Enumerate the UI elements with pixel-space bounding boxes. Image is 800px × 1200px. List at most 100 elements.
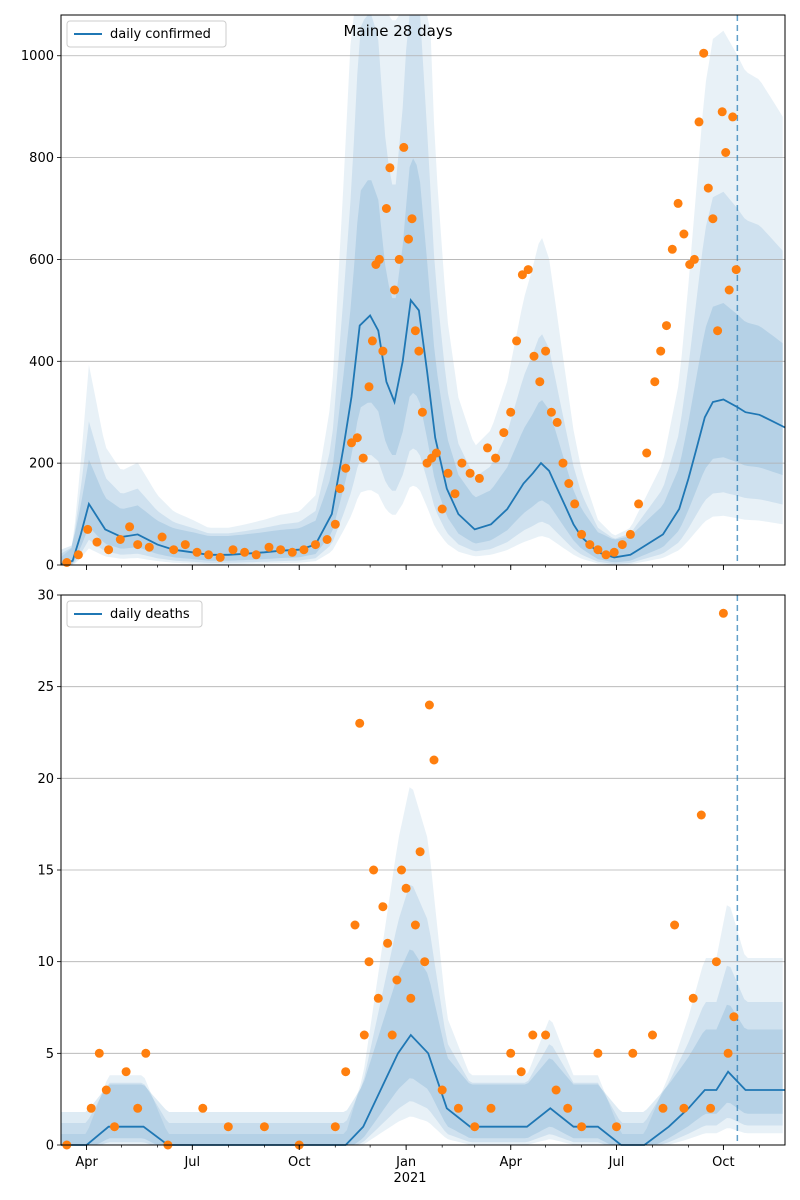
data-point <box>381 204 391 213</box>
y-tick-label: 800 <box>29 151 54 166</box>
data-point <box>506 407 516 417</box>
data-point <box>359 1030 369 1040</box>
data-point <box>474 473 484 483</box>
data-point <box>417 407 427 417</box>
confirmed-cases-chart: 0 200 400 600 800 1000 daily confirmed Maine … <box>21 14 786 574</box>
y-tick-label: 0 <box>46 1139 54 1154</box>
data-point <box>551 1085 561 1095</box>
data-point <box>708 214 718 224</box>
data-point <box>713 326 723 336</box>
data-point <box>723 1048 733 1058</box>
data-point <box>83 524 93 534</box>
data-point <box>104 545 114 555</box>
axes-frame <box>60 14 786 566</box>
data-point <box>724 285 734 295</box>
data-point <box>228 545 238 555</box>
data-point <box>570 499 580 509</box>
uncertainty-band-2 <box>61 884 783 1145</box>
data-point <box>364 957 374 967</box>
data-point <box>215 552 225 562</box>
confirmed-x-ticks <box>86 565 760 570</box>
data-point <box>679 1103 689 1113</box>
data-point <box>101 1085 111 1095</box>
data-point <box>457 458 467 468</box>
data-point <box>558 458 568 468</box>
data-point <box>593 1048 603 1058</box>
data-point <box>577 529 587 539</box>
y-tick-label: 5 <box>46 1047 54 1062</box>
data-point <box>397 865 406 875</box>
data-point <box>169 545 179 555</box>
data-point <box>399 142 409 152</box>
deaths-x-ticks: Apr Jul Oct Jan Apr Jul Oct <box>75 1145 760 1170</box>
confirmed-line-series <box>60 297 786 565</box>
data-point <box>486 1103 496 1113</box>
data-point <box>404 234 413 244</box>
data-point <box>650 377 660 387</box>
data-point <box>552 417 562 427</box>
data-point <box>648 1030 657 1040</box>
data-point <box>717 107 727 117</box>
data-point <box>634 499 644 509</box>
data-point <box>670 920 680 930</box>
data-point <box>625 529 635 539</box>
data-point <box>133 1103 143 1113</box>
deaths-uncertainty-bands <box>61 787 783 1145</box>
confirmed-axes-frame <box>60 14 786 566</box>
data-point <box>410 326 420 336</box>
data-point <box>287 547 297 557</box>
x-tick-label: Apr <box>75 1155 98 1170</box>
y-tick-label: 10 <box>37 955 54 970</box>
series-line <box>60 297 786 565</box>
data-point <box>529 351 539 361</box>
chart-title: Maine 28 days <box>343 22 452 40</box>
data-point <box>706 1103 716 1113</box>
data-point <box>656 346 666 356</box>
data-point <box>364 382 374 392</box>
data-point <box>330 519 340 529</box>
data-point <box>679 229 689 239</box>
x-tick-label: Oct <box>712 1155 734 1170</box>
data-point <box>628 1048 638 1058</box>
confirmed-y-ticks: 0 200 400 600 800 1000 <box>21 49 61 574</box>
y-tick-label: 25 <box>37 680 54 695</box>
data-point <box>86 1103 96 1113</box>
legend-label-daily-confirmed: daily confirmed <box>110 27 211 42</box>
data-point <box>593 545 603 555</box>
data-point <box>410 920 420 930</box>
data-point <box>443 468 453 478</box>
data-point <box>387 1030 397 1040</box>
data-point <box>264 542 274 552</box>
deaths-y-ticks: 0 5 10 15 20 25 30 <box>37 589 61 1154</box>
data-point <box>721 148 731 157</box>
data-point <box>335 484 345 494</box>
data-point <box>465 468 475 478</box>
data-point <box>141 1048 151 1058</box>
data-point <box>437 504 447 514</box>
data-point <box>223 1122 233 1132</box>
data-point <box>406 993 416 1003</box>
data-point <box>617 540 627 550</box>
data-point <box>667 244 677 254</box>
data-point <box>394 254 404 264</box>
data-point <box>407 214 417 224</box>
y-tick-label: 200 <box>29 457 54 472</box>
data-point <box>453 1103 463 1113</box>
data-point <box>144 542 154 552</box>
data-point <box>73 550 83 560</box>
data-point <box>322 535 332 544</box>
data-point <box>731 265 741 275</box>
data-point <box>192 547 202 557</box>
confirmed-uncertainty-bands <box>61 15 783 565</box>
y-tick-label: 400 <box>29 355 54 370</box>
legend-label-daily-deaths: daily deaths <box>110 607 190 622</box>
x-tick-label: Apr <box>499 1155 522 1170</box>
data-point <box>110 1122 119 1132</box>
data-point <box>729 1012 739 1022</box>
data-point <box>251 550 261 560</box>
data-point <box>612 1122 621 1132</box>
data-point <box>528 1030 538 1040</box>
data-point <box>658 1103 668 1113</box>
data-point <box>198 1103 208 1113</box>
data-point <box>673 198 683 208</box>
